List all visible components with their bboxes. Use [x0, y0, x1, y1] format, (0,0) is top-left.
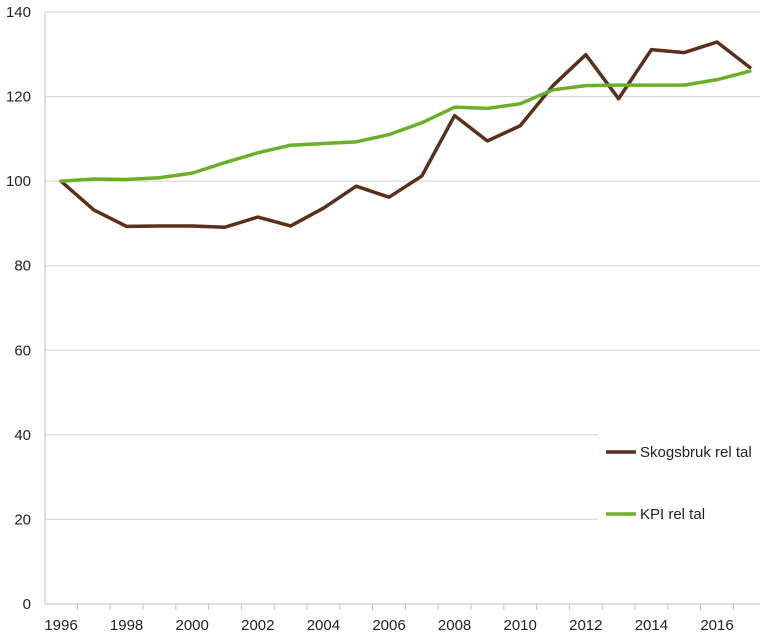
- gridlines: [45, 11, 760, 520]
- x-tick-label: 2000: [176, 617, 209, 634]
- y-tick-label: 140: [6, 4, 31, 21]
- x-tick-label: 2004: [307, 617, 340, 634]
- x-tick-label: 2002: [241, 617, 274, 634]
- y-tick-label: 80: [14, 258, 31, 275]
- x-tick-label: 1998: [110, 617, 143, 634]
- x-tick-label: 2006: [372, 617, 405, 634]
- y-tick-label: 120: [6, 89, 31, 106]
- x-axis-ticks: 1996 1998 2000 2002 2004 2006 2008 2010 2012 2014…: [44, 617, 733, 634]
- legend-label-skogsbruk: Skogsbruk rel tal: [640, 444, 752, 461]
- series-line-skogsbruk: [59, 40, 752, 229]
- x-tick-label: 2016: [700, 617, 733, 634]
- x-tick-label: 2008: [438, 617, 471, 634]
- x-tick-label: 2014: [635, 617, 668, 634]
- x-tick-label: 2012: [569, 617, 602, 634]
- y-tick-label: 40: [14, 427, 31, 444]
- y-tick-label: 100: [6, 173, 31, 190]
- y-axis-ticks: 0 20 40 60 80 100 120 140: [6, 4, 31, 613]
- series-lines: [59, 40, 752, 229]
- y-tick-label: 60: [14, 342, 31, 359]
- legend: Skogsbruk rel tal KPI rel tal: [606, 444, 752, 523]
- axes: [44, 12, 760, 610]
- series-line-kpi: [59, 69, 752, 183]
- legend-label-kpi: KPI rel tal: [640, 506, 705, 523]
- x-tick-label: 1996: [44, 617, 77, 634]
- y-tick-label: 0: [23, 596, 31, 613]
- x-tick-label: 2010: [504, 617, 537, 634]
- y-tick-label: 20: [14, 511, 31, 528]
